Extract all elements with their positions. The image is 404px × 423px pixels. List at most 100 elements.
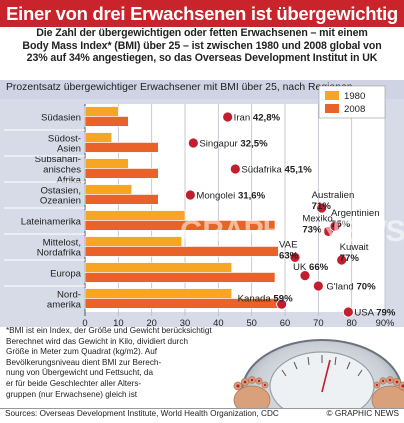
bar-1980 xyxy=(84,236,182,247)
bar-1980 xyxy=(84,210,186,221)
bar-1980 xyxy=(84,106,119,117)
subtitle-line: 23% auf 34% angestiegen, so das Overseas… xyxy=(26,52,378,65)
x-tick-label: 10 xyxy=(113,317,123,328)
country-value: 31,6% xyxy=(238,191,266,202)
copyright: © GRAPHIC NEWS xyxy=(326,409,399,418)
bar-1980 xyxy=(84,132,112,143)
footnote-line: er für beide Geschlechter aller Alters- xyxy=(6,378,142,388)
bar-2008 xyxy=(84,116,129,127)
country-value: 59% xyxy=(273,294,293,305)
country-dot xyxy=(312,280,324,292)
country-value: 73% xyxy=(302,224,322,235)
legend-label: 2008 xyxy=(344,104,365,115)
country-value: 42,8% xyxy=(253,113,281,124)
watermark: GRAPHIC NEWS xyxy=(180,215,404,248)
footnote-line: Größe in Meter zum Quadrat (kg/m2). Auf xyxy=(6,347,158,357)
category-label: Afrika xyxy=(56,175,81,186)
country-value: 71% xyxy=(312,201,332,212)
country-dot xyxy=(289,251,301,263)
bar-2008 xyxy=(84,142,159,153)
footnote-line: gruppen (nur Erwachsene) gleich ist xyxy=(6,389,138,399)
country-value: 79% xyxy=(376,308,396,319)
category-label: Mittelost, xyxy=(43,237,81,248)
country-dot xyxy=(229,163,241,175)
country-value: 70% xyxy=(356,282,376,293)
x-tick-label: 30 xyxy=(180,317,190,328)
subtitle-line: Die Zahl der übergewichtigen oder fetten… xyxy=(36,27,368,39)
x-tick-label: 90% xyxy=(376,317,395,328)
bar-1980 xyxy=(84,262,232,273)
category-label: Subsahari- xyxy=(35,154,81,165)
country-name: Mexiko xyxy=(302,213,332,224)
country-dot xyxy=(299,270,311,282)
country-dot xyxy=(342,306,354,318)
country-value: 77% xyxy=(340,253,360,264)
x-tick-label: 20 xyxy=(146,317,156,328)
bar-2008 xyxy=(84,168,159,179)
country-name: Singapur 32,5% xyxy=(199,139,268,150)
source-bar xyxy=(0,408,404,423)
country-name: Australien xyxy=(312,190,355,201)
scale-photo xyxy=(212,330,404,408)
country-value: 75% xyxy=(331,219,351,230)
country-name: USA 79% xyxy=(354,308,396,319)
bar-2008 xyxy=(84,246,279,257)
category-label: Lateinamerika xyxy=(21,217,82,228)
country-dot xyxy=(184,189,196,201)
bar-1980 xyxy=(84,184,132,195)
country-value: 32,5% xyxy=(240,139,268,150)
country-dot xyxy=(336,254,348,266)
bar-2008 xyxy=(84,194,159,205)
country-name: VAE xyxy=(279,239,297,250)
chart-description: Prozentsatz übergewichtiger Erwachsener … xyxy=(6,82,353,93)
country-name: Südafrika 45,1% xyxy=(241,165,312,176)
x-tick-label: 0 xyxy=(82,317,87,328)
bar-chart: 0 10 20 30 40 50 60 70 80 90% Südasien Südost-Asien… xyxy=(0,85,404,328)
legend-label: 1980 xyxy=(344,91,365,102)
x-tick-label: 80 xyxy=(346,317,356,328)
footnote-line: Bevölkerungsniveau dient BMI zur Berech- xyxy=(6,357,162,367)
legend-swatch xyxy=(325,91,339,100)
country-name: Kanada 59% xyxy=(238,294,293,305)
country-name: Iran 42,8% xyxy=(234,113,281,124)
country-name: G'land 70% xyxy=(326,282,376,293)
bar-1980 xyxy=(84,288,232,299)
country-dot xyxy=(222,111,234,123)
foot-icon xyxy=(233,376,404,408)
country-name: UK 66% xyxy=(293,262,329,273)
bar-2008 xyxy=(84,220,276,231)
country-dot xyxy=(276,298,288,310)
category-label: Südasien xyxy=(41,113,81,124)
footnote-line: Berechnet wird das Gewicht in Kilo, divi… xyxy=(6,336,189,346)
category-label: amerika xyxy=(47,300,82,311)
legend-swatch xyxy=(325,104,339,113)
bar-2008 xyxy=(84,272,276,283)
country-dot xyxy=(187,137,199,149)
x-tick-label: 40 xyxy=(213,317,223,328)
category-label: anisches xyxy=(43,165,81,176)
country-dot xyxy=(316,202,328,214)
footnote: *BMI ist ein Index, der Größe und Gewich… xyxy=(6,326,230,400)
country-value: 66% xyxy=(309,262,329,273)
country-dot xyxy=(329,220,341,232)
page-title: Einer von drei Erwachsenen ist übergewic… xyxy=(0,0,404,27)
country-name: Mongolei 31,6% xyxy=(196,191,265,202)
category-label: Südost- xyxy=(48,133,81,144)
country-name: Argentinien xyxy=(331,208,380,219)
country-value: 63% xyxy=(279,250,299,261)
sources: Sources: Overseas Development Institute,… xyxy=(5,409,279,418)
country-value: 45,1% xyxy=(285,165,313,176)
category-label: Ostasien, xyxy=(40,185,81,196)
x-tick-label: 70 xyxy=(313,317,323,328)
footnote-line: nung von Übergewicht und Fettsucht, da xyxy=(6,368,154,378)
subtitle: Die Zahl der übergewichtigen oder fetten… xyxy=(4,27,400,65)
description-band xyxy=(0,80,404,99)
category-label: Europa xyxy=(50,269,82,280)
category-label: Ozeanien xyxy=(40,196,81,207)
category-label: Nord- xyxy=(57,289,81,300)
bar-1980 xyxy=(84,158,129,169)
footnote-line: *BMI ist ein Index, der Größe und Gewich… xyxy=(6,326,214,335)
country-name: Kuwait xyxy=(340,242,369,253)
category-label: Asien xyxy=(57,144,81,155)
